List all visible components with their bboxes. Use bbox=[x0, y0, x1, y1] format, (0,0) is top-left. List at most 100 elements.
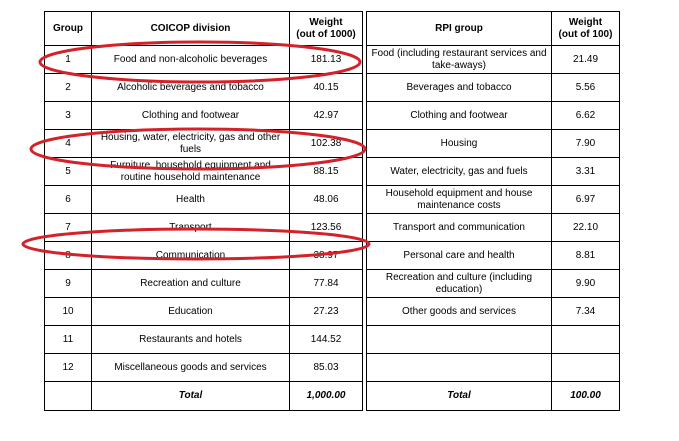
coicop-row: 3 Clothing and footwear 42.97 bbox=[44, 101, 363, 130]
coicop-group-number: 12 bbox=[44, 353, 92, 382]
rpi-group-name: Clothing and footwear bbox=[366, 101, 552, 130]
rpi-weight-value: 7.90 bbox=[551, 129, 620, 158]
coicop-row: 1 Food and non-alcoholic beverages 181.13 bbox=[44, 45, 363, 74]
rpi-group-name: Personal care and health bbox=[366, 241, 552, 270]
rpi-total-label: Total bbox=[366, 381, 552, 411]
rpi-weight-value: 6.62 bbox=[551, 101, 620, 130]
coicop-weight-value: 48.06 bbox=[289, 185, 363, 214]
rpi-weight-value: 3.31 bbox=[551, 157, 620, 186]
rpi-group-name: Transport and communication bbox=[366, 213, 552, 242]
coicop-total-value: 1,000.00 bbox=[289, 381, 363, 411]
rpi-group-name: Beverages and tobacco bbox=[366, 73, 552, 102]
coicop-group-number: 4 bbox=[44, 129, 92, 158]
rpi-table: RPI group Weight (out of 100) Food (incl… bbox=[366, 11, 620, 411]
coicop-division-name: Miscellaneous goods and services bbox=[91, 353, 290, 382]
rpi-group-name bbox=[366, 325, 552, 354]
coicop-group-number: 6 bbox=[44, 185, 92, 214]
coicop-group-number: 9 bbox=[44, 269, 92, 298]
rpi-row: Water, electricity, gas and fuels 3.31 bbox=[366, 157, 620, 186]
coicop-group-number: 2 bbox=[44, 73, 92, 102]
coicop-total-label: Total bbox=[91, 381, 290, 411]
coicop-row: 10 Education 27.23 bbox=[44, 297, 363, 326]
coicop-row: 4 Housing, water, electricity, gas and ot… bbox=[44, 129, 363, 158]
rpi-row: Beverages and tobacco 5.56 bbox=[366, 73, 620, 102]
coicop-division-name: Health bbox=[91, 185, 290, 214]
coicop-division-header: COICOP division bbox=[91, 11, 290, 46]
rpi-row: Recreation and culture (including educat… bbox=[366, 269, 620, 298]
coicop-weight-value: 102.38 bbox=[289, 129, 363, 158]
rpi-group-name: Water, electricity, gas and fuels bbox=[366, 157, 552, 186]
coicop-group-number: 10 bbox=[44, 297, 92, 326]
coicop-row: 8 Communication 38.97 bbox=[44, 241, 363, 270]
rpi-row: Food (including restaurant services and … bbox=[366, 45, 620, 74]
coicop-table: Group COICOP division Weight (out of 100… bbox=[44, 11, 363, 411]
rpi-total-row: Total 100.00 bbox=[366, 381, 620, 411]
rpi-group-name: Recreation and culture (including educat… bbox=[366, 269, 552, 298]
rpi-weight-value: 8.81 bbox=[551, 241, 620, 270]
rpi-row bbox=[366, 353, 620, 382]
coicop-group-number: 8 bbox=[44, 241, 92, 270]
coicop-weight-value: 27.23 bbox=[289, 297, 363, 326]
coicop-row: 6 Health 48.06 bbox=[44, 185, 363, 214]
rpi-group-name bbox=[366, 353, 552, 382]
coicop-division-name: Food and non-alcoholic beverages bbox=[91, 45, 290, 74]
rpi-group-name: Other goods and services bbox=[366, 297, 552, 326]
rpi-weight-value: 22.10 bbox=[551, 213, 620, 242]
coicop-group-number: 5 bbox=[44, 157, 92, 186]
group-header: Group bbox=[44, 11, 92, 46]
rpi-header-row: RPI group Weight (out of 100) bbox=[366, 11, 620, 46]
coicop-division-name: Housing, water, electricity, gas and oth… bbox=[91, 129, 290, 158]
rpi-weight-value: 6.97 bbox=[551, 185, 620, 214]
rpi-weight-header-line2: (out of 100) bbox=[558, 28, 613, 40]
coicop-group-number: 3 bbox=[44, 101, 92, 130]
rpi-weight-value: 5.56 bbox=[551, 73, 620, 102]
coicop-weight-value: 77.84 bbox=[289, 269, 363, 298]
rpi-group-name: Household equipment and house maintenanc… bbox=[366, 185, 552, 214]
coicop-row: 9 Recreation and culture 77.84 bbox=[44, 269, 363, 298]
coicop-weight-value: 42.97 bbox=[289, 101, 363, 130]
rpi-group-header: RPI group bbox=[366, 11, 552, 46]
coicop-row: 7 Transport 123.56 bbox=[44, 213, 363, 242]
rpi-row: Transport and communication 22.10 bbox=[366, 213, 620, 242]
coicop-row: 5 Furniture, household equipment and rout… bbox=[44, 157, 363, 186]
coicop-group-number: 1 bbox=[44, 45, 92, 74]
coicop-total-empty-cell bbox=[44, 381, 92, 411]
coicop-weight-value: 88.15 bbox=[289, 157, 363, 186]
coicop-group-number: 7 bbox=[44, 213, 92, 242]
coicop-division-name: Clothing and footwear bbox=[91, 101, 290, 130]
rpi-row: Personal care and health 8.81 bbox=[366, 241, 620, 270]
coicop-weight-header-line2: (out of 1000) bbox=[296, 28, 356, 40]
coicop-row: 2 Alcoholic beverages and tobacco 40.15 bbox=[44, 73, 363, 102]
rpi-weight-value bbox=[551, 325, 620, 354]
coicop-division-name: Alcoholic beverages and tobacco bbox=[91, 73, 290, 102]
coicop-division-name: Restaurants and hotels bbox=[91, 325, 290, 354]
coicop-weight-value: 85.03 bbox=[289, 353, 363, 382]
coicop-weight-header-line1: Weight bbox=[309, 16, 343, 28]
rpi-group-name: Food (including restaurant services and … bbox=[366, 45, 552, 74]
rpi-weight-value: 9.90 bbox=[551, 269, 620, 298]
coicop-total-row: Total 1,000.00 bbox=[44, 381, 363, 411]
rpi-row: Household equipment and house maintenanc… bbox=[366, 185, 620, 214]
rpi-total-value: 100.00 bbox=[551, 381, 620, 411]
coicop-division-name: Transport bbox=[91, 213, 290, 242]
coicop-header-row: Group COICOP division Weight (out of 100… bbox=[44, 11, 363, 46]
coicop-division-name: Furniture, household equipment and routi… bbox=[91, 157, 290, 186]
coicop-weight-value: 123.56 bbox=[289, 213, 363, 242]
coicop-weight-value: 38.97 bbox=[289, 241, 363, 270]
rpi-weight-value: 21.49 bbox=[551, 45, 620, 74]
rpi-weight-value: 7.34 bbox=[551, 297, 620, 326]
coicop-weight-value: 144.52 bbox=[289, 325, 363, 354]
rpi-row: Clothing and footwear 6.62 bbox=[366, 101, 620, 130]
coicop-group-number: 11 bbox=[44, 325, 92, 354]
coicop-division-name: Education bbox=[91, 297, 290, 326]
coicop-division-name: Communication bbox=[91, 241, 290, 270]
coicop-division-name: Recreation and culture bbox=[91, 269, 290, 298]
rpi-row: Housing 7.90 bbox=[366, 129, 620, 158]
coicop-row: 11 Restaurants and hotels 144.52 bbox=[44, 325, 363, 354]
rpi-weight-header-line1: Weight bbox=[568, 16, 603, 28]
rpi-weight-value bbox=[551, 353, 620, 382]
rpi-row: Other goods and services 7.34 bbox=[366, 297, 620, 326]
coicop-row: 12 Miscellaneous goods and services 85.03 bbox=[44, 353, 363, 382]
coicop-weight-header: Weight (out of 1000) bbox=[289, 11, 363, 46]
coicop-weight-value: 181.13 bbox=[289, 45, 363, 74]
